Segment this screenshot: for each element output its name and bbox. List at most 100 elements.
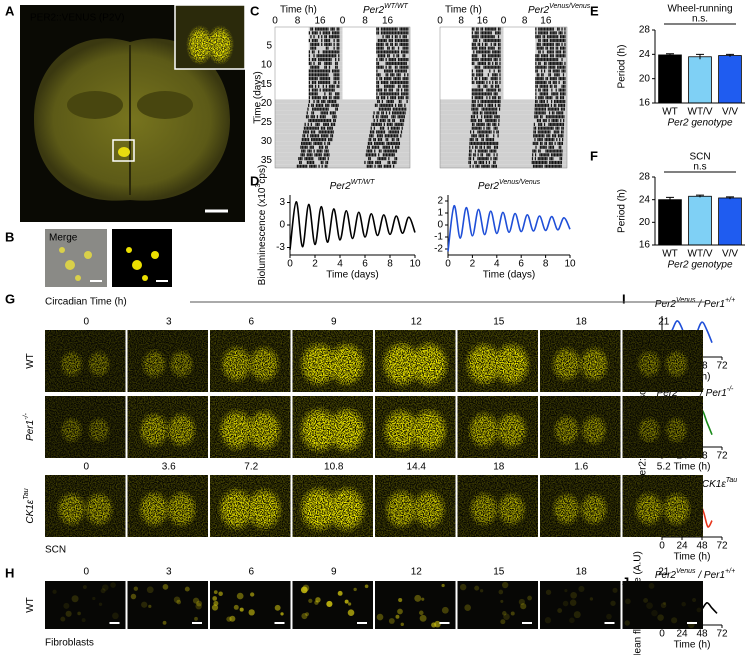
- activity: [535, 35, 537, 39]
- activity: [542, 96, 544, 100]
- panel-letter: G: [5, 291, 15, 306]
- dark-phase: [308, 30, 343, 35]
- x-tick-label: 10: [564, 259, 576, 270]
- activity: [480, 160, 482, 165]
- activity: [391, 84, 393, 88]
- activity: [316, 107, 318, 111]
- activity: [535, 88, 537, 92]
- activity: [391, 130, 393, 134]
- activity: [492, 38, 494, 43]
- activity: [484, 92, 487, 96]
- column-label: 15: [493, 567, 505, 578]
- dark-phase: [535, 91, 567, 96]
- activity: [538, 35, 540, 39]
- activity: [336, 42, 338, 46]
- activity: [367, 160, 369, 165]
- activity: [308, 80, 311, 85]
- activity: [562, 96, 565, 100]
- activity: [544, 107, 546, 111]
- activity: [546, 88, 549, 92]
- cell: [101, 584, 109, 591]
- activity: [372, 115, 374, 119]
- activity: [549, 122, 551, 127]
- image-label: Merge: [49, 233, 78, 244]
- activity: [380, 38, 383, 43]
- activity: [402, 42, 404, 46]
- activity: [376, 92, 378, 96]
- superscript: Tau: [23, 488, 30, 500]
- activity: [328, 88, 331, 92]
- x-tick-label: 0: [501, 16, 507, 27]
- activity: [318, 61, 320, 66]
- activity: [402, 57, 404, 62]
- text-part: / Per1: [696, 570, 725, 581]
- annotation: n.s: [693, 162, 706, 173]
- superscript: +/+: [725, 297, 735, 304]
- activity: [551, 57, 553, 62]
- activity: [552, 153, 554, 157]
- scn-nucleus: [244, 407, 284, 453]
- actogram-frame: [439, 26, 568, 169]
- activity: [562, 111, 564, 115]
- activity: [476, 77, 478, 81]
- activity: [486, 153, 488, 157]
- activity: [381, 111, 383, 115]
- activity: [489, 65, 491, 69]
- activity: [548, 111, 551, 115]
- activity: [335, 103, 338, 107]
- activity: [390, 80, 392, 85]
- activity: [324, 149, 326, 153]
- activity: [553, 111, 555, 115]
- text-part: cps): [257, 165, 268, 184]
- activity: [476, 57, 478, 62]
- activity: [303, 145, 305, 149]
- activity: [401, 31, 403, 35]
- activity: [383, 69, 386, 73]
- activity: [546, 130, 548, 134]
- activity: [325, 31, 328, 35]
- activity: [397, 92, 400, 96]
- activity: [535, 54, 537, 58]
- activity: [555, 80, 557, 85]
- activity: [540, 103, 542, 107]
- activity: [548, 118, 550, 123]
- activity: [483, 145, 485, 149]
- activity: [376, 61, 378, 66]
- cell: [151, 251, 159, 259]
- activity: [542, 50, 544, 54]
- activity: [336, 77, 338, 81]
- activity: [383, 122, 385, 127]
- activity: [324, 57, 326, 62]
- activity: [383, 50, 386, 54]
- activity: [321, 145, 324, 149]
- activity: [401, 61, 403, 66]
- activity: [305, 141, 307, 146]
- activity: [391, 73, 393, 77]
- activity: [560, 118, 562, 123]
- activity: [541, 145, 543, 149]
- y-tick-label: 25: [261, 117, 273, 128]
- activity: [535, 111, 538, 115]
- activity: [389, 118, 391, 123]
- activity: [483, 141, 486, 146]
- activity: [557, 149, 559, 153]
- y-tick-label: -2: [434, 244, 443, 255]
- text-part: WT: [25, 597, 36, 613]
- activity: [318, 27, 320, 31]
- activity: [472, 134, 474, 138]
- activity: [538, 118, 540, 123]
- activity: [564, 42, 566, 46]
- activity: [321, 35, 323, 39]
- activity: [541, 107, 544, 111]
- cell: [646, 602, 653, 610]
- activity: [477, 35, 479, 39]
- activity: [543, 54, 546, 58]
- activity: [559, 160, 561, 165]
- dark-phase: [275, 103, 410, 108]
- activity: [538, 96, 540, 100]
- activity: [481, 57, 484, 62]
- activity: [402, 80, 404, 85]
- actogram-title: Per2Venus/Venus: [528, 3, 591, 16]
- activity: [387, 141, 390, 146]
- activity: [330, 84, 332, 88]
